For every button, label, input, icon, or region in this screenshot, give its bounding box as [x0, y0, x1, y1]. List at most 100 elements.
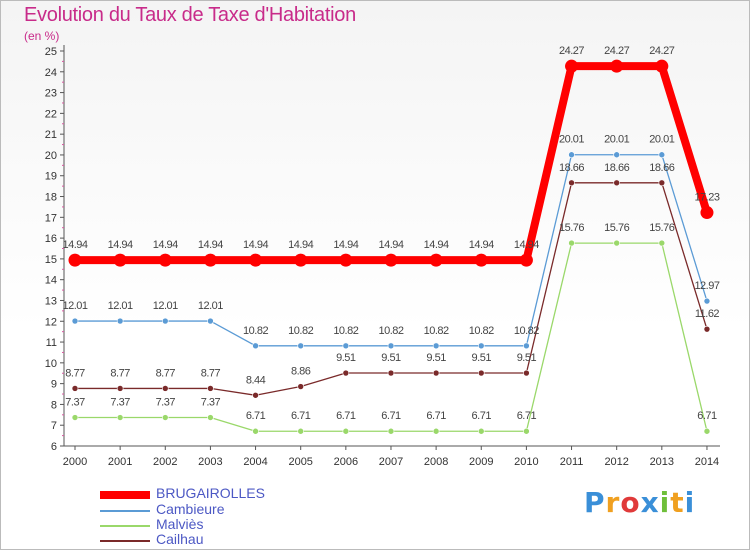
y-tick-label: 10	[45, 358, 57, 370]
data-point	[429, 253, 443, 267]
y-tick-label: 12	[45, 316, 57, 328]
logo-letter: i	[684, 486, 696, 519]
data-point	[116, 414, 124, 421]
logo-letter: o	[620, 486, 641, 519]
data-point	[387, 342, 395, 350]
data-point	[655, 59, 669, 73]
y-tick-label: 18	[45, 192, 57, 204]
data-label: 14.94	[378, 239, 403, 251]
y-tick-label: 16	[45, 233, 57, 245]
data-label: 15.76	[649, 222, 674, 234]
data-point	[297, 342, 305, 350]
data-point	[432, 369, 440, 377]
data-label: 14.94	[469, 239, 494, 251]
data-label: 10.82	[378, 325, 403, 337]
data-label: 8.44	[246, 374, 266, 386]
data-label: 7.37	[201, 397, 221, 409]
data-point	[207, 414, 214, 421]
y-tick-label: 23	[45, 88, 57, 100]
data-label: 15.76	[604, 222, 629, 234]
y-tick-label: 20	[45, 150, 57, 162]
data-point	[613, 151, 620, 159]
data-label: 6.71	[697, 410, 717, 422]
logo-letter: t	[670, 486, 685, 519]
data-label: 10.82	[243, 325, 268, 337]
x-tick-label: 2011	[560, 456, 584, 468]
legend-swatch	[100, 491, 150, 499]
x-tick-label: 2003	[198, 456, 222, 468]
data-label: 12.97	[694, 280, 719, 292]
data-point	[342, 369, 350, 377]
x-tick-label: 2009	[469, 456, 493, 468]
data-point	[519, 253, 533, 267]
data-label: 7.37	[65, 397, 85, 409]
x-tick-label: 2000	[63, 456, 87, 468]
data-label: 9.51	[426, 352, 446, 364]
data-point	[207, 385, 214, 392]
x-tick-label: 2008	[424, 456, 448, 468]
data-label: 6.71	[336, 410, 356, 422]
data-point	[161, 317, 169, 325]
data-label: 6.71	[246, 410, 266, 422]
data-label: 12.01	[108, 300, 133, 312]
data-label: 9.51	[517, 352, 537, 364]
data-label: 12.01	[153, 300, 178, 312]
data-point	[700, 206, 714, 220]
data-point	[116, 317, 124, 325]
y-tick-label: 7	[51, 420, 57, 432]
data-point	[384, 253, 398, 267]
logo-letter: P	[584, 486, 606, 519]
y-tick-label: 15	[45, 254, 57, 266]
data-point	[342, 342, 350, 350]
data-point	[477, 369, 485, 377]
data-label: 14.94	[62, 239, 87, 251]
x-tick-label: 2010	[514, 456, 538, 468]
data-point	[207, 317, 214, 325]
data-point	[252, 391, 259, 399]
data-label: 14.94	[424, 239, 449, 251]
data-label: 14.94	[153, 239, 178, 251]
data-point	[252, 427, 259, 435]
legend-swatch	[100, 525, 150, 527]
data-label: 24.27	[604, 45, 629, 57]
data-label: 15.76	[559, 222, 584, 234]
data-label: 12.01	[198, 300, 223, 312]
data-point	[71, 385, 79, 392]
data-label: 9.51	[472, 352, 492, 364]
data-label: 6.71	[291, 410, 311, 422]
data-label: 7.37	[156, 397, 176, 409]
data-point	[565, 59, 579, 73]
data-label: 6.71	[381, 410, 401, 422]
proxiti-logo: Proxiti	[584, 486, 695, 519]
data-point	[387, 369, 395, 377]
data-point	[158, 253, 172, 267]
legend-swatch	[100, 510, 150, 512]
data-point	[113, 253, 127, 267]
x-tick-label: 2014	[695, 456, 719, 468]
data-point	[477, 427, 485, 435]
y-tick-label: 25	[45, 46, 57, 58]
legend-swatch	[100, 540, 150, 542]
data-label: 8.77	[156, 367, 176, 379]
data-label: 12.01	[62, 300, 87, 312]
logo-letter: x	[640, 486, 660, 519]
y-axis-unit-label: (en %)	[24, 29, 60, 43]
x-tick-label: 2004	[243, 456, 267, 468]
data-point	[568, 179, 575, 187]
data-label: 18.66	[559, 162, 584, 174]
data-point	[339, 253, 353, 267]
legend-label: BRUGAIROLLES	[156, 485, 265, 501]
data-point	[387, 427, 395, 435]
data-point	[161, 414, 169, 421]
data-point	[297, 427, 305, 435]
x-tick-label: 2002	[153, 456, 177, 468]
data-label: 14.94	[243, 239, 268, 251]
data-point	[613, 239, 620, 247]
data-point	[249, 253, 263, 267]
y-tick-label: 9	[51, 379, 57, 391]
data-label: 10.82	[288, 325, 313, 337]
data-point	[203, 253, 217, 267]
data-label: 7.37	[110, 397, 130, 409]
data-label: 14.94	[333, 239, 358, 251]
data-label: 18.66	[604, 162, 629, 174]
